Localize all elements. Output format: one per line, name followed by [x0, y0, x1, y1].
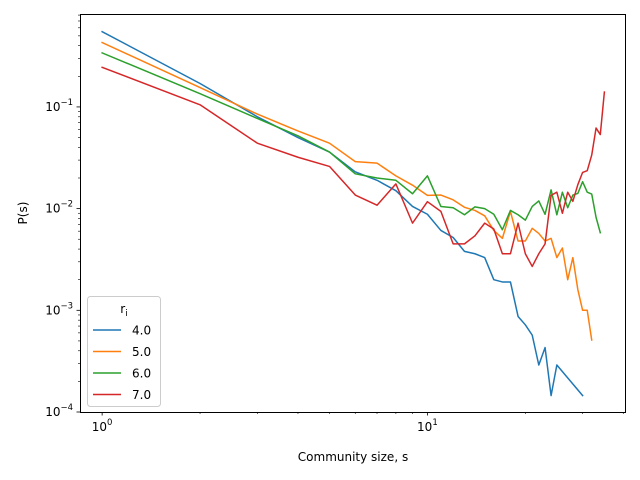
y-tick-label: 10−1 [45, 98, 73, 114]
y-tick-label: 10−3 [45, 301, 73, 317]
series-layer [101, 30, 606, 397]
plot-area-frame [80, 14, 626, 413]
y-tick-label: 10−2 [45, 200, 73, 216]
series-line-1 [101, 41, 593, 341]
legend: ri 4.0 5.0 6.0 7.0 [87, 296, 161, 407]
legend-label-3: 7.0 [132, 388, 151, 402]
legend-title: ri [120, 302, 127, 319]
x-axis-ticks: 100 101 [92, 412, 624, 434]
legend-box [87, 296, 161, 407]
legend-label-2: 6.0 [132, 367, 151, 381]
x-tick-label: 100 [92, 418, 113, 434]
legend-items: 4.0 5.0 6.0 7.0 [93, 324, 151, 402]
series-line-3 [101, 66, 606, 268]
legend-label-1: 5.0 [132, 345, 151, 359]
y-tick-label: 10−4 [45, 403, 73, 419]
legend-label-0: 4.0 [132, 324, 151, 338]
x-axis-label: Community size, s [298, 450, 408, 464]
y-axis-label: P(s) [16, 202, 30, 225]
x-tick-label: 101 [417, 418, 438, 434]
y-axis-ticks: 10−4 10−3 10−2 10−1 [45, 14, 80, 419]
